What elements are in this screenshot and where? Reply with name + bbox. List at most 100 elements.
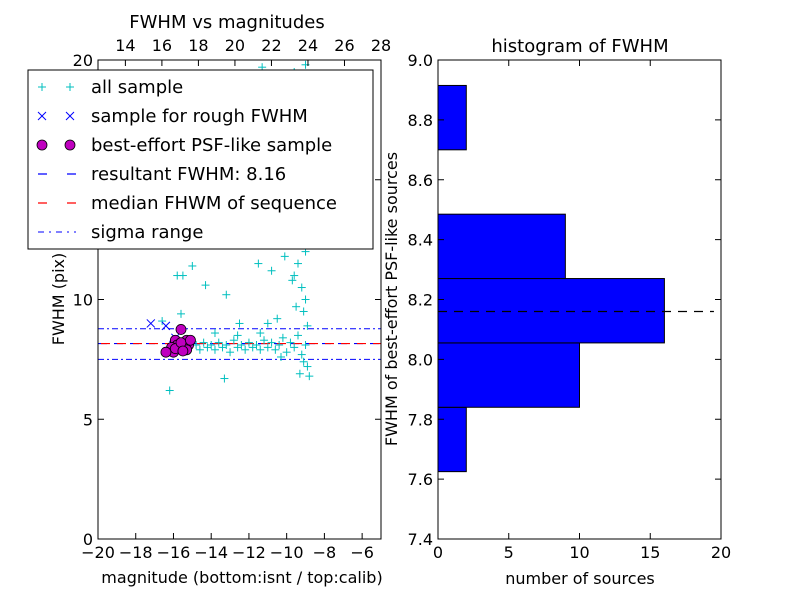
data-point: [286, 338, 295, 347]
scatter-top-x-tick-label: 28: [371, 36, 391, 55]
scatter-x-tick-label: −10: [270, 543, 304, 562]
data-point: [177, 309, 186, 318]
histogram-x-tick-label: 20: [711, 543, 731, 562]
histogram-y-tick-label: 8.0: [408, 350, 433, 369]
histogram-bar: [437, 278, 665, 344]
data-point: [188, 261, 197, 270]
data-point-dot: [185, 334, 196, 346]
histogram-y-axis-label: FWHM of best-effort PSF-like sources: [382, 152, 401, 446]
scatter-x-axis-label: magnitude (bottom:isnt / top:calib): [101, 568, 382, 587]
data-point: [303, 362, 312, 371]
data-point: [256, 329, 265, 338]
scatter-x-tick-label: −16: [157, 543, 191, 562]
data-point: [297, 283, 306, 292]
legend-marker-rough-a: [37, 111, 47, 121]
data-point: [301, 341, 310, 350]
data-point: [267, 266, 276, 275]
data-point: [237, 341, 246, 350]
data-point: [273, 314, 282, 323]
data-point: [275, 341, 284, 350]
data-point: [160, 346, 172, 358]
data-point-dot: [160, 346, 172, 358]
scatter-chart: FWHM vs magnitudes magnitude (bottom:isn…: [27, 12, 391, 587]
data-point: [220, 374, 229, 383]
scatter-top-x-tick-label: 16: [152, 36, 172, 55]
legend-marker-all-b: [66, 83, 74, 91]
scatter-plot-frame: [97, 59, 382, 540]
histogram-y-tick-label: 7.6: [408, 470, 433, 489]
data-point: [229, 336, 238, 345]
data-point: [222, 341, 231, 350]
data-point: [303, 321, 312, 330]
scatter-x-tick-label: −14: [194, 543, 228, 562]
data-point: [280, 252, 289, 261]
histogram-y-tick-label: 8.8: [408, 111, 433, 130]
histogram-bar: [437, 84, 467, 151]
histogram-x-tick-label: 15: [640, 543, 660, 562]
data-point: [293, 331, 302, 340]
data-point: [267, 338, 276, 347]
scatter-top-x-tick-label: 20: [225, 36, 245, 55]
data-point-d2: [146, 319, 156, 328]
data-point: [277, 352, 286, 361]
legend-marker-rough-b-d2: [65, 111, 75, 121]
data-point: [295, 369, 304, 378]
data-point: [161, 321, 171, 331]
data-point: [290, 271, 299, 280]
data-point-dot: [175, 324, 187, 335]
data-point: [278, 333, 287, 342]
legend-entry-rough-sample: sample for rough FWHM: [91, 106, 308, 127]
scatter-x-tick-label: −18: [119, 543, 153, 562]
histogram-bar: [437, 406, 467, 473]
data-point: [244, 338, 253, 347]
legend-entry-psf-sample: best-effort PSF-like sample: [91, 135, 332, 156]
data-point-d2: [161, 321, 171, 331]
data-point: [177, 345, 189, 357]
data-point: [263, 343, 272, 352]
legend-box: [27, 69, 374, 250]
legend-entry-sigma-range: sigma range: [91, 222, 203, 243]
legend-marker-psf-a: [36, 139, 48, 151]
scatter-top-x-tick-label: 18: [188, 36, 208, 55]
data-point: [226, 348, 235, 357]
histogram-y-tick-label: 8.6: [408, 171, 433, 190]
data-point: [256, 345, 265, 354]
data-point: [290, 343, 299, 352]
scatter-y-tick-label: 10: [73, 291, 93, 310]
data-point: [301, 295, 310, 304]
data-point: [254, 259, 263, 268]
histogram-y-tick-label: 9.0: [408, 51, 433, 70]
histogram-bar: [437, 342, 580, 408]
scatter-x-tick-label: −8: [313, 543, 337, 562]
legend-marker-all-a: [38, 83, 46, 91]
data-point: [185, 334, 196, 346]
series-2: [160, 324, 196, 358]
histogram-y-tick-label: 8.2: [408, 291, 433, 310]
data-point: [271, 345, 280, 354]
scatter-x-tick-label: −6: [350, 543, 374, 562]
legend-entry-resultant-fwhm: resultant FWHM: 8.16: [91, 164, 286, 185]
data-point: [299, 307, 308, 316]
scatter-legend: all sample sample for rough FWHM best-ef…: [27, 69, 374, 250]
histogram-plot-frame: [437, 59, 722, 540]
data-point: [260, 336, 269, 345]
data-point: [210, 329, 219, 338]
data-point: [299, 357, 308, 366]
data-point: [195, 345, 204, 354]
scatter-y-axis-label: FWHM (pix): [49, 253, 68, 346]
data-point: [241, 345, 250, 354]
data-point: [175, 324, 187, 335]
histogram-y-tick-label: 8.4: [408, 231, 433, 250]
histogram-title: histogram of FWHM: [491, 36, 668, 57]
data-point: [288, 276, 297, 285]
scatter-title: FWHM vs magnitudes: [129, 12, 324, 33]
data-point: [222, 290, 231, 299]
scatter-top-x-tick-label: 24: [298, 36, 318, 55]
data-point: [165, 386, 174, 395]
data-point-dot: [177, 345, 189, 357]
histogram-x-tick-label: 10: [569, 543, 589, 562]
histogram-y-tick-label: 7.8: [408, 410, 433, 429]
histogram-x-tick-label: 0: [433, 543, 443, 562]
data-point: [305, 372, 314, 381]
